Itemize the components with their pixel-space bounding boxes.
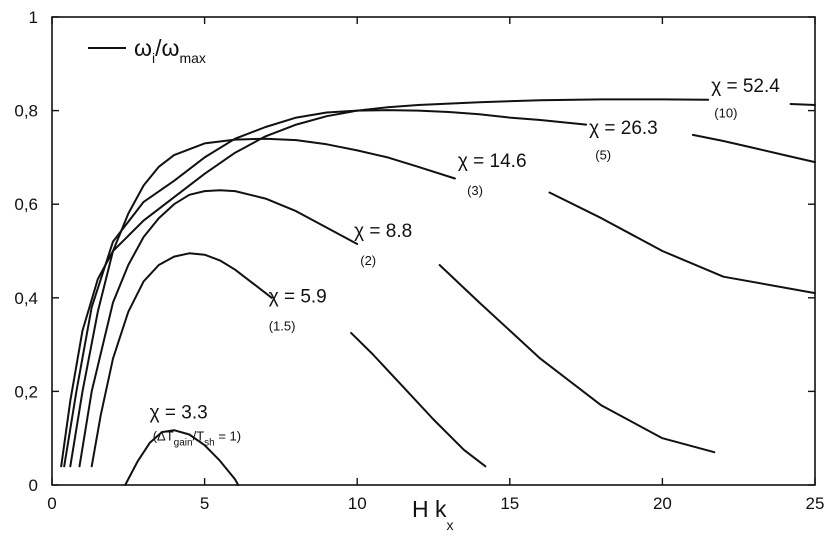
series-line-4-0 (63, 109, 588, 468)
series-line-3-0 (69, 137, 456, 468)
series-sublabel: (2) (360, 253, 376, 268)
series-sublabel-part: = 1) (215, 429, 241, 444)
x-tick-label: 0 (47, 494, 56, 513)
series-sublabel-part: sh (204, 438, 215, 449)
x-tick-label: 15 (500, 494, 519, 513)
series-sublabel-part: gain (174, 438, 193, 449)
curves (60, 98, 816, 486)
series-line-3-1 (548, 191, 816, 295)
series-label: χ = 8.8 (354, 221, 412, 242)
legend-omega-max: ω (161, 35, 179, 61)
series-line-4-1 (691, 133, 816, 164)
x-axis-label-sub: x (447, 517, 454, 533)
series-line-5-0 (60, 98, 710, 468)
curve-labels: χ = 3.3 (ΔTgain/Tsh = 1) χ = 5.9 (1.5) χ = 8… (150, 76, 781, 449)
legend-slash: / (155, 35, 162, 61)
series-sublabel-part: /T (193, 429, 205, 444)
series-sublabel: (1.5) (269, 319, 296, 334)
x-tick-label: 20 (653, 494, 672, 513)
series-line-1-1 (350, 331, 487, 468)
series-sublabel: (5) (595, 148, 611, 163)
legend: ωi/ωmax (88, 35, 206, 66)
x-tick-label: 25 (806, 494, 825, 513)
plot-frame (51, 16, 816, 486)
series-label: χ = 14.6 (458, 151, 527, 172)
series-label: χ = 52.4 (711, 76, 780, 97)
series-line-0-0 (124, 429, 240, 486)
series-label: χ = 3.3 (150, 403, 208, 424)
axes (51, 16, 816, 486)
x-axis-label: H kx (412, 496, 454, 533)
series-line-5-1 (789, 103, 816, 106)
y-tick-label: 0,2 (14, 382, 38, 401)
y-tick-label: 0 (29, 476, 38, 495)
x-tick-label: 5 (200, 494, 209, 513)
series-line-1-0 (90, 252, 273, 468)
legend-text: ωi/ωmax (134, 35, 206, 66)
series-sublabel-part: (ΔT (153, 429, 174, 444)
series-label: χ = 5.9 (269, 286, 327, 307)
x-tick-label: 10 (348, 494, 367, 513)
series-label: χ = 26.3 (589, 118, 658, 139)
y-tick-label: 0,4 (14, 289, 38, 308)
y-tick-label: 0,6 (14, 195, 38, 214)
series-line-2-1 (438, 264, 716, 454)
series-sublabel: (10) (714, 106, 737, 121)
series-sublabel: (3) (467, 183, 483, 198)
y-tick-label: 0,8 (14, 102, 38, 121)
legend-omega-i: ω (134, 35, 152, 61)
legend-sub-i: i (152, 50, 155, 66)
series-line-2-0 (78, 189, 359, 468)
legend-sub-max: max (179, 50, 205, 66)
x-axis-label-main: H k (412, 496, 447, 522)
y-tick-label: 1 (29, 8, 38, 27)
series-sublabel: (ΔTgain/Tsh = 1) (153, 429, 241, 449)
ticks: 0 5 10 15 20 25 0 0,2 0,4 0,6 0,8 1 (14, 8, 824, 513)
